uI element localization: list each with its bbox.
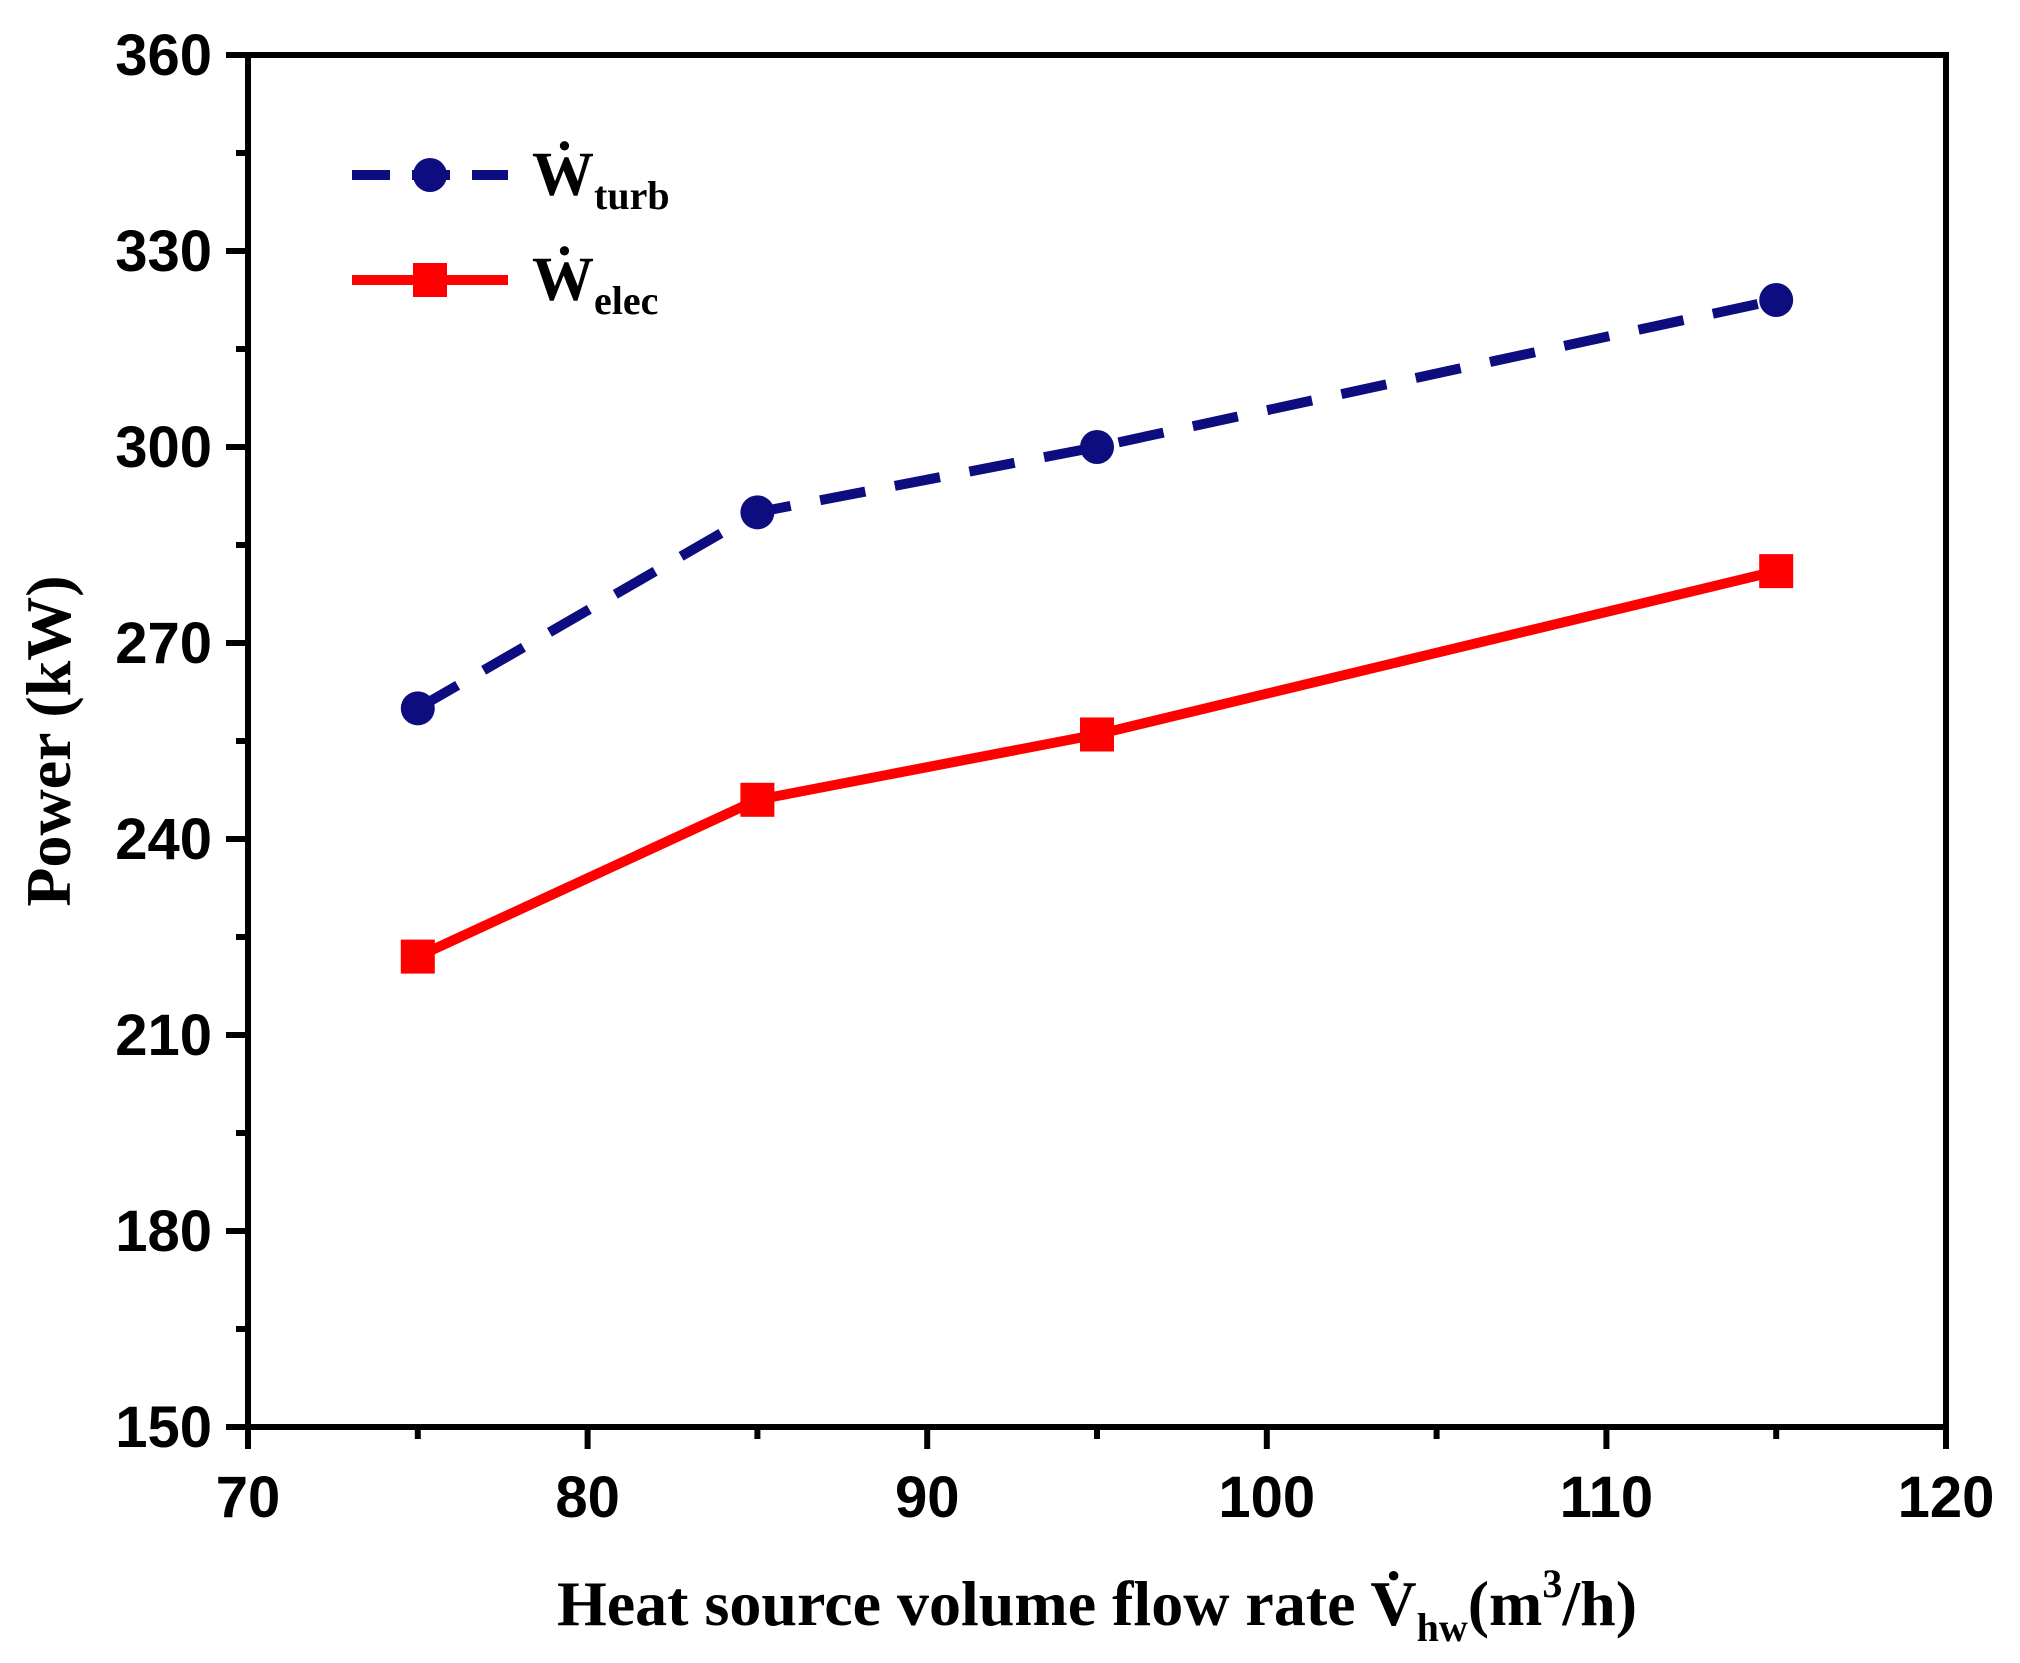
y-tick-label: 180 xyxy=(115,1199,212,1264)
series-turb xyxy=(400,283,1794,726)
legend-marker-elec xyxy=(413,263,447,297)
y-axis-title: Power (kW) xyxy=(13,575,84,906)
point-turb xyxy=(1080,430,1114,464)
x-tick-label: 70 xyxy=(216,1465,281,1530)
series-line-turb xyxy=(415,295,1778,713)
legend: Ẇturb Ẇelec xyxy=(352,141,670,323)
x-tick-label: 120 xyxy=(1898,1465,1995,1530)
series-line-elec xyxy=(415,566,1778,962)
y-tick-label: 150 xyxy=(115,1395,212,1460)
point-turb xyxy=(1759,283,1794,317)
point-turb xyxy=(400,691,435,726)
x-tick-label: 80 xyxy=(555,1465,620,1530)
point-elec xyxy=(1080,717,1114,752)
x-tick-label: 100 xyxy=(1218,1465,1315,1530)
x-tick-label: 90 xyxy=(895,1465,960,1530)
y-tick-label: 270 xyxy=(115,611,212,676)
legend-entry-turb: Ẇturb xyxy=(352,141,670,218)
axis-ticks xyxy=(226,52,1949,1449)
y-tick-label: 210 xyxy=(115,1003,212,1068)
y-tick-label: 300 xyxy=(115,415,212,480)
legend-label-elec: Ẇelec xyxy=(532,246,658,323)
y-tick-label: 360 xyxy=(115,23,212,88)
x-tick-label: 110 xyxy=(1560,1465,1654,1530)
y-tick-label: 240 xyxy=(115,807,212,872)
point-elec xyxy=(400,939,435,974)
series-elec xyxy=(400,554,1794,974)
x-axis-title: Heat source volume flow rate V̇hw(m3/h) xyxy=(557,1561,1637,1650)
point-elec xyxy=(1759,554,1794,589)
y-tick-label: 330 xyxy=(115,219,212,284)
legend-marker-turb xyxy=(413,158,447,192)
tick-labels: 70 80 90 100 110 120 150 180 210 240 270 300 330 360 xyxy=(115,23,1994,1530)
legend-entry-elec: Ẇelec xyxy=(352,246,658,323)
point-turb xyxy=(740,495,775,530)
point-elec xyxy=(740,782,775,817)
series-layer xyxy=(400,283,1794,974)
legend-label-turb: Ẇturb xyxy=(532,141,670,218)
